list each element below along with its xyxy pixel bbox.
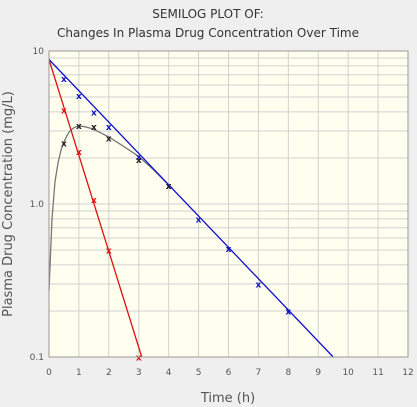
x-tick-label: 0 (46, 368, 52, 378)
data-point-black: x (136, 156, 142, 166)
y-tick-label: 10 (33, 47, 45, 57)
data-point-blue: x (91, 108, 97, 118)
data-point-black: x (166, 182, 172, 192)
data-point-red: x (91, 196, 97, 206)
x-tick-label: 1 (76, 368, 82, 378)
data-point-blue: x (106, 123, 112, 133)
y-axis-label: Plasma Drug Concentration (mg/L) (1, 91, 16, 317)
plot-frame (48, 50, 409, 358)
regression-lines-group (48, 59, 334, 358)
x-tick-label: 10 (342, 368, 354, 378)
data-point-blue: x (166, 182, 172, 192)
data-point-blue: x (226, 245, 232, 255)
data-point-black: x (61, 140, 67, 150)
fitted-curve (48, 125, 170, 292)
data-point-black: x (91, 123, 97, 133)
data-point-black: x (106, 135, 112, 145)
x-tick-label: 11 (372, 368, 383, 378)
data-point-blue: x (76, 92, 82, 102)
data-point-red: x (136, 354, 142, 364)
x-tick-label: 3 (136, 368, 142, 378)
data-point-blue: x (61, 75, 67, 85)
chart-title: SEMILOG PLOT OF: (152, 7, 263, 21)
x-tick-label: 8 (285, 368, 291, 378)
x-tick-label: 5 (196, 368, 202, 378)
series-line-blue (48, 59, 334, 358)
grid-lines (49, 51, 408, 357)
chart-subtitle: Changes In Plasma Drug Concentration Ove… (57, 26, 359, 40)
data-point-blue: x (196, 215, 202, 225)
x-tick-label: 12 (402, 368, 413, 378)
data-point-red: x (76, 148, 82, 158)
data-point-blue: x (136, 153, 142, 163)
data-point-black: x (76, 122, 82, 132)
y-tick-label: 0.1 (30, 353, 44, 363)
x-tick-label: 6 (226, 368, 232, 378)
x-tick-label: 4 (166, 368, 172, 378)
x-axis-label: Time (h) (200, 391, 255, 406)
y-tick-labels: 10 1.0 0.1 (30, 47, 45, 363)
data-point-red: x (106, 247, 112, 257)
data-point-red: x (61, 107, 67, 117)
data-point-blue: x (256, 281, 262, 291)
x-tick-label: 9 (315, 368, 321, 378)
y-tick-label: 1.0 (30, 200, 45, 210)
x-tick-label: 7 (256, 368, 262, 378)
data-point-blue: x (285, 307, 291, 317)
x-tick-label: 2 (106, 368, 112, 378)
x-tick-labels: 0 1 2 3 4 5 6 7 8 9 10 11 12 (46, 368, 414, 378)
fitted-curve-group (48, 125, 170, 292)
series-line-red (48, 59, 143, 358)
